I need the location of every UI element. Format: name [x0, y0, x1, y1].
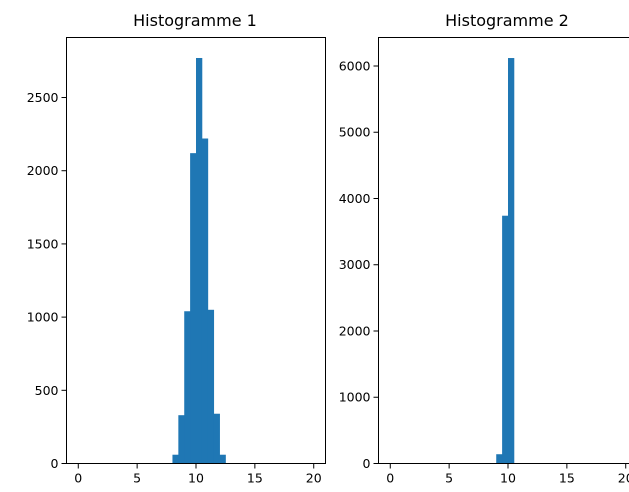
histogram-bar-1: [502, 215, 509, 464]
y-axis-ticks: 0 500 1000 1500 2000 2500: [27, 90, 67, 471]
histogram-bar-1: [178, 415, 185, 464]
histogram-bar-3: [190, 153, 197, 464]
y-axis-ticks: 0 1000 2000 3000 4000 5000 6000: [339, 58, 379, 471]
x-tick-label: 15: [559, 471, 575, 486]
y-tick-label: 1500: [27, 236, 59, 251]
x-tick-label: 20: [618, 471, 629, 486]
x-axis-ticks: 0 5 10 15 20: [74, 463, 322, 486]
histogram-bar-5: [201, 138, 209, 464]
x-tick-label: 10: [188, 471, 204, 486]
y-tick-label: 1000: [339, 390, 371, 405]
axes-frame: [66, 37, 326, 464]
x-tick-label: 0: [74, 471, 82, 486]
histogram-bar-2: [508, 58, 515, 464]
histogram-bar-2: [184, 311, 191, 464]
axes-frame: [378, 37, 629, 464]
y-tick-label: 0: [51, 456, 59, 471]
y-tick-label: 2000: [27, 163, 59, 178]
histogram-bar-0: [172, 454, 179, 464]
y-tick-label: 3000: [339, 257, 371, 272]
histogram-2-panel: Histogramme 2 0 5 10 15 20 0 1000 2000 3000 4000…: [339, 11, 629, 486]
histogram-bar-4: [196, 57, 203, 464]
histogram-bar-6: [207, 309, 215, 464]
histogram-1-panel: Histogramme 1 0 5 10 15 20 0 500 1000 1500 2000 2…: [27, 11, 326, 486]
histogram-bar-0: [496, 454, 503, 464]
x-tick-label: 0: [386, 471, 394, 486]
y-tick-label: 0: [363, 456, 371, 471]
histogram-bars: [496, 58, 515, 464]
x-tick-label: 5: [133, 471, 141, 486]
y-tick-label: 6000: [339, 58, 371, 73]
y-tick-label: 2500: [27, 90, 59, 105]
chart-title: Histogramme 2: [445, 11, 569, 30]
histogram-bar-8: [219, 454, 226, 464]
y-tick-label: 1000: [27, 310, 59, 325]
histogram-bar-7: [213, 413, 220, 464]
x-tick-label: 10: [500, 471, 516, 486]
y-tick-label: 4000: [339, 191, 371, 206]
y-tick-label: 500: [35, 383, 59, 398]
y-tick-label: 2000: [339, 323, 371, 338]
histogram-bars: [172, 57, 226, 464]
y-tick-label: 5000: [339, 125, 371, 140]
chart-title: Histogramme 1: [133, 11, 257, 30]
x-axis-ticks: 0 5 10 15 20: [386, 463, 629, 486]
x-tick-label: 15: [247, 471, 263, 486]
x-tick-label: 5: [445, 471, 453, 486]
x-tick-label: 20: [306, 471, 322, 486]
